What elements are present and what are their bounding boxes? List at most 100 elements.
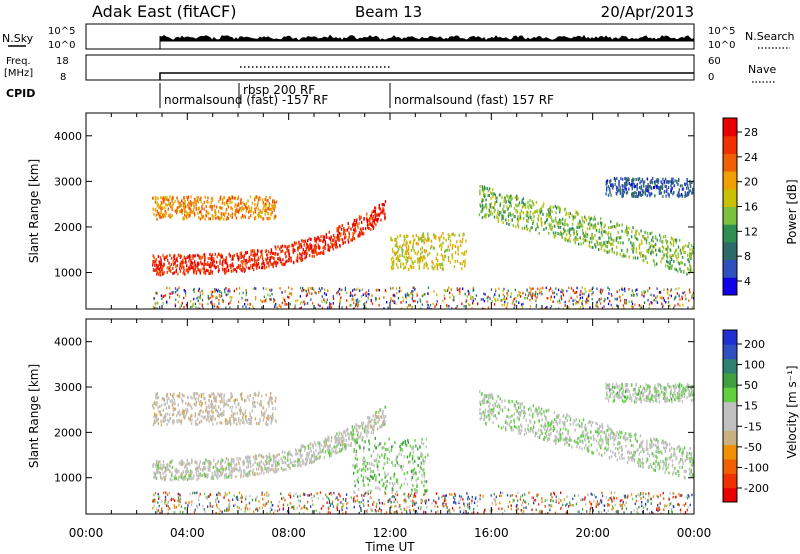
scatter-pixel: [414, 491, 416, 495]
data-cell: [669, 179, 671, 183]
data-cell: [539, 208, 541, 212]
data-cell: [329, 245, 332, 249]
data-cell: [421, 239, 423, 243]
scatter-pixel: [180, 505, 183, 508]
data-cell: [666, 244, 669, 248]
data-cell: [665, 190, 668, 194]
data-cell: [199, 198, 201, 201]
data-cell: [303, 240, 306, 244]
scatter-pixel: [308, 290, 310, 293]
data-cell: [684, 251, 686, 254]
scatter-pixel: [406, 292, 409, 295]
data-cell: [628, 255, 630, 259]
data-cell: [173, 263, 175, 266]
scatter-pixel: [577, 510, 579, 513]
data-cell: [680, 251, 682, 255]
data-cell: [439, 244, 441, 248]
data-cell: [255, 206, 257, 210]
data-cell: [269, 257, 272, 261]
scatter-pixel: [468, 293, 470, 296]
data-cell: [335, 242, 338, 246]
scatter-pixel: [396, 512, 398, 514]
scatter-pixel: [529, 286, 531, 290]
data-cell: [288, 252, 290, 256]
colorbar-tick-label: 12: [744, 225, 758, 238]
data-cell: [170, 263, 173, 266]
scatter-pixel: [540, 290, 543, 294]
data-cell: [201, 205, 203, 209]
data-cell: [175, 209, 177, 213]
scatter-pixel: [366, 508, 368, 512]
data-cell: [258, 213, 260, 216]
data-cell: [187, 269, 190, 273]
data-cell: [683, 250, 685, 254]
data-cell: [209, 272, 211, 275]
data-cell: [352, 223, 354, 227]
scatter-pixel: [297, 495, 299, 498]
data-cell: [228, 462, 230, 465]
data-cell: [354, 222, 356, 226]
data-cell: [252, 253, 254, 257]
data-cell: [417, 260, 419, 264]
data-cell: [649, 180, 652, 184]
data-cell: [215, 463, 217, 467]
scatter-pixel: [507, 505, 509, 508]
scatter-pixel: [238, 506, 240, 510]
data-cell: [641, 242, 643, 246]
data-cell: [642, 190, 645, 194]
data-cell: [210, 255, 213, 259]
nsky-tick-low: 10^0: [48, 40, 75, 51]
data-cell: [376, 219, 379, 223]
data-cell: [348, 443, 350, 447]
scatter-pixel: [585, 300, 587, 303]
scatter-pixel: [507, 294, 509, 297]
data-cell: [621, 248, 623, 252]
scatter-pixel: [621, 507, 623, 511]
data-cell: [221, 465, 223, 469]
scatter-pixel: [393, 495, 396, 499]
scatter-pixel: [445, 494, 447, 497]
data-cell: [246, 466, 248, 470]
data-cell: [542, 212, 544, 216]
colorbar-tick-label: 24: [744, 151, 758, 164]
data-cell: [685, 244, 687, 248]
scatter-pixel: [220, 291, 223, 295]
scatter-pixel: [515, 296, 517, 300]
data-cell: [260, 471, 263, 475]
data-cell: [461, 267, 463, 271]
scatter-pixel: [540, 307, 542, 309]
scatter-pixel: [336, 496, 338, 499]
data-cell: [244, 259, 246, 263]
data-cell: [512, 213, 514, 217]
scatter-pixel: [511, 494, 513, 497]
data-cell: [336, 444, 338, 448]
scatter-pixel: [426, 300, 428, 304]
data-cell: [300, 253, 302, 257]
data-cell: [509, 201, 512, 205]
scatter-pixel: [444, 499, 446, 502]
data-cell: [449, 260, 452, 264]
scatter-pixel: [224, 290, 226, 294]
scatter-pixel: [656, 508, 658, 511]
data-cell: [165, 210, 167, 214]
data-cell: [284, 251, 286, 255]
data-cell: [164, 466, 167, 470]
scatter-pixel: [179, 495, 182, 498]
scatter-pixel: [341, 288, 343, 292]
cpid-label: CPID: [6, 87, 35, 100]
data-cell: [338, 439, 340, 443]
data-cell: [568, 237, 570, 241]
scatter-pixel: [226, 507, 228, 511]
data-cell: [207, 211, 209, 215]
data-cell: [548, 214, 550, 218]
data-cell: [235, 212, 237, 216]
data-cell: [322, 246, 324, 250]
data-cell: [494, 203, 496, 206]
scatter-pixel: [263, 300, 265, 303]
scatter-pixel: [526, 289, 528, 292]
data-cell: [621, 254, 624, 258]
scatter-pixel: [498, 294, 500, 298]
data-cell: [412, 242, 414, 246]
data-cell: [374, 206, 377, 210]
data-cell: [427, 253, 429, 257]
